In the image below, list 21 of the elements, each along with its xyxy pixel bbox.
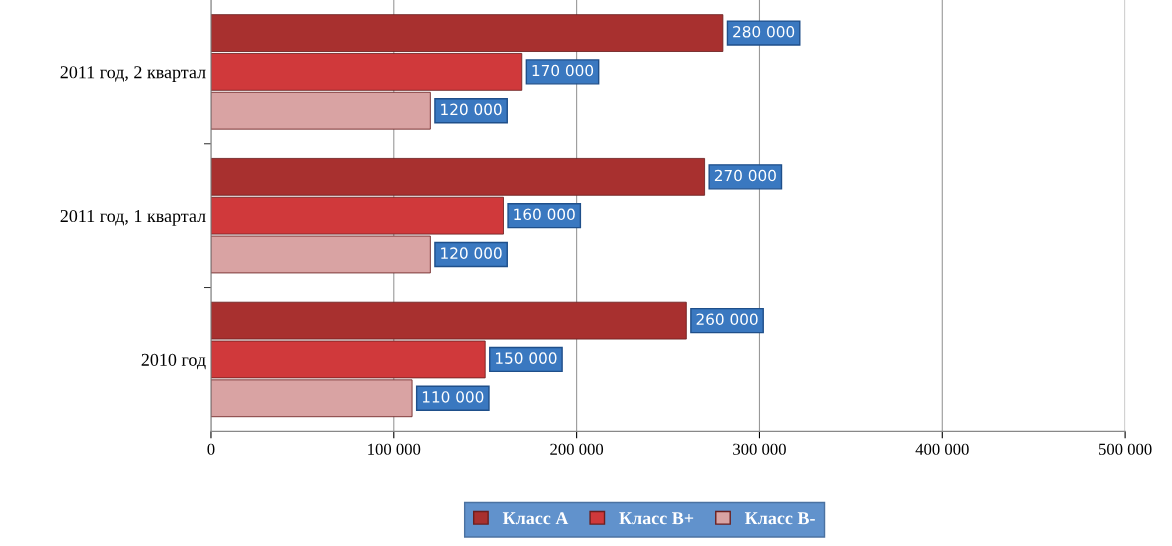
data-label: 110 000 — [422, 391, 484, 403]
data-label: 260 000 — [696, 313, 758, 326]
y-tick-label: 2011 год, 2 квартал — [60, 66, 206, 82]
y-tick-label: 2010 год — [141, 353, 206, 370]
data-label: 280 000 — [733, 25, 795, 38]
data-label: 120 000 — [441, 247, 502, 259]
legend-label: Класс В+ — [619, 512, 694, 525]
data-label: 150 000 — [496, 352, 557, 364]
legend-label: Класс В- — [744, 512, 815, 525]
x-tick-label: 300 000 — [733, 443, 786, 455]
data-label: 160 000 — [514, 208, 575, 221]
x-tick-label: 400 000 — [915, 443, 969, 455]
legend-label: Класс А — [502, 512, 569, 525]
x-tick-label: 0 — [207, 443, 215, 455]
y-tick-label: 2011 год, 1 квартал — [60, 209, 206, 226]
data-label: 270 000 — [714, 169, 776, 182]
x-tick-label: 500 000 — [1099, 443, 1152, 455]
x-tick-label: 100 000 — [368, 443, 421, 455]
x-tick-label: 200 000 — [550, 443, 604, 455]
data-label: 120 000 — [441, 103, 502, 116]
data-label: 170 000 — [532, 64, 594, 77]
